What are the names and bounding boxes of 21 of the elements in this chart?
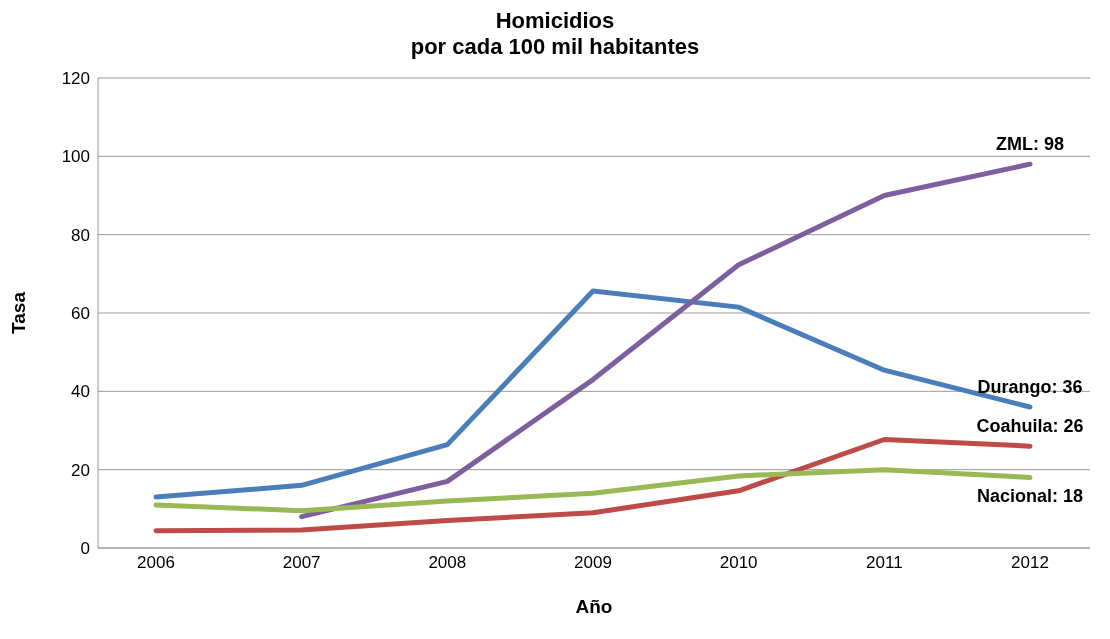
- annotation: Coahuila: 26: [976, 416, 1084, 437]
- x-tick-label: 2006: [137, 553, 175, 573]
- x-tick-label: 2012: [1011, 553, 1049, 573]
- annotation: Durango: 36: [977, 377, 1083, 397]
- x-tick-label: 2007: [282, 553, 321, 573]
- y-tick-label: 20: [71, 460, 90, 480]
- y-tick-label: 120: [61, 69, 90, 89]
- x-tick-label: 2010: [719, 553, 758, 573]
- x-axis-title: Año: [575, 596, 613, 617]
- y-tick-label: 0: [80, 539, 90, 559]
- y-axis-title: Tasa: [7, 291, 29, 334]
- y-tick-label: 60: [71, 304, 90, 324]
- x-tick-label: 2008: [428, 553, 467, 573]
- x-tick-label: 2009: [574, 553, 612, 573]
- chart-title: Homicidios por cada 100 mil habitantes: [409, 8, 701, 60]
- y-tick-label: 40: [71, 382, 90, 402]
- y-tick-label: 80: [71, 225, 90, 245]
- x-tick-label: 2011: [866, 553, 903, 573]
- annotation: ZML: 98: [995, 134, 1065, 155]
- y-tick-label: 100: [61, 147, 90, 167]
- annotation: Nacional: 18: [976, 486, 1084, 507]
